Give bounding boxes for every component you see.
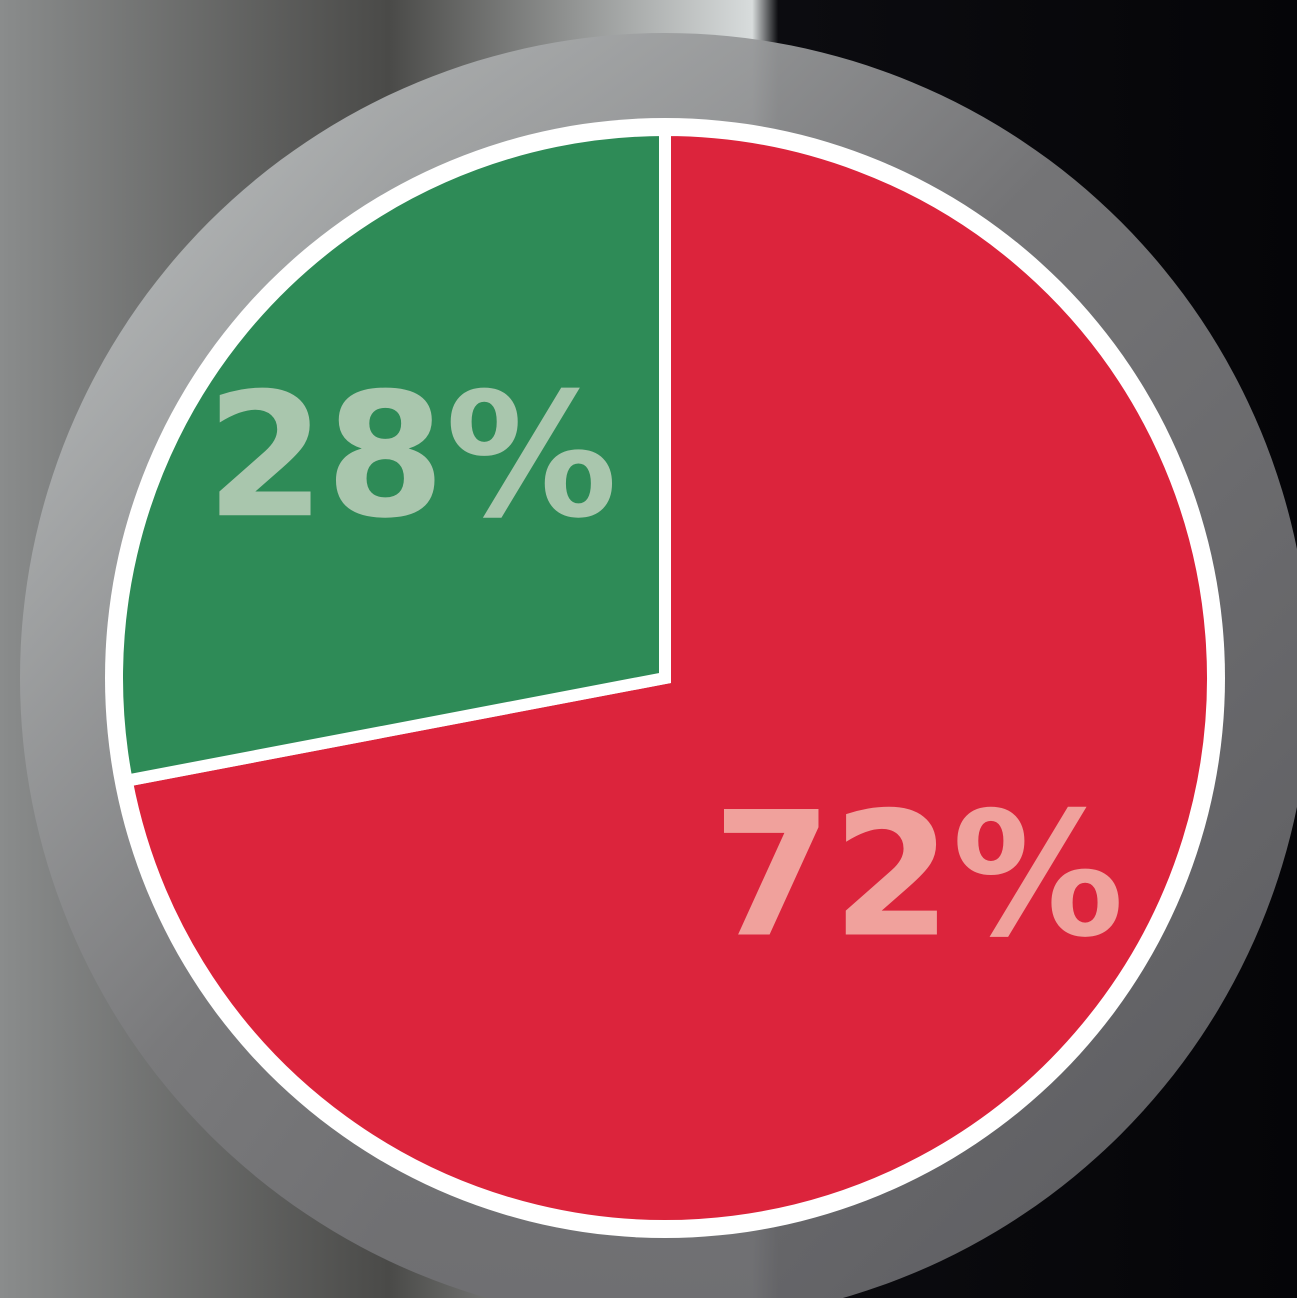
data-label: 72% — [712, 774, 1124, 975]
page: 72%28% (() => { const data = JSON.parse(… — [0, 0, 1297, 1298]
chart: 72% 28% — [0, 0, 1297, 1298]
data-label: 28% — [206, 355, 618, 556]
